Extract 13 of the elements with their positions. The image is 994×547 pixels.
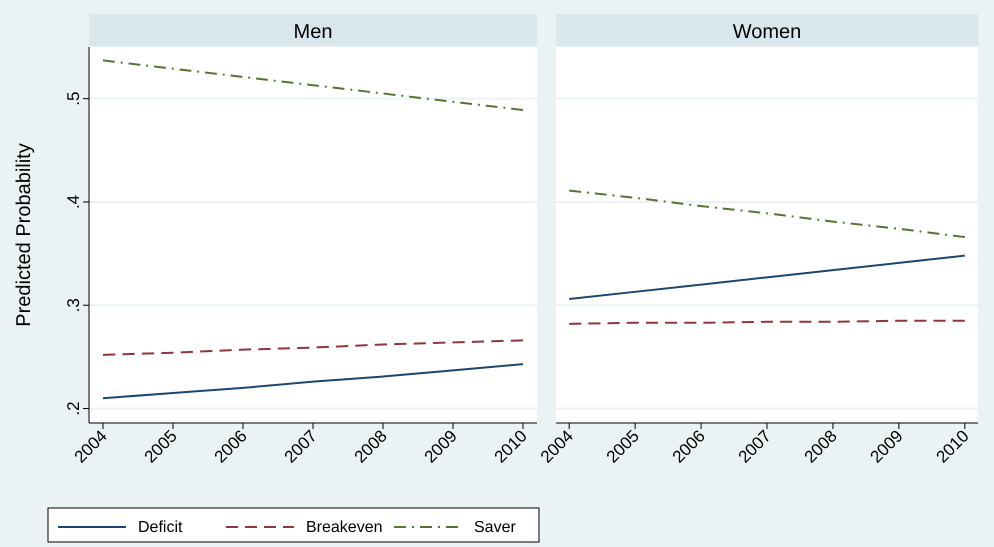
chart-title: Men — [294, 21, 332, 43]
y-tick-label: .5 — [64, 92, 83, 106]
y-tick-label: .3 — [64, 298, 83, 312]
y-tick-label: .4 — [64, 194, 83, 210]
y-axis-title: Predicted Probability — [13, 143, 35, 327]
legend-label: Deficit — [138, 519, 184, 536]
line-series — [102, 59, 524, 112]
line-series — [102, 363, 524, 400]
legend-label: Breakeven — [306, 519, 382, 536]
y-tick-label: .2 — [64, 401, 83, 416]
chart-title: Women — [732, 21, 802, 43]
line-series — [102, 339, 524, 356]
legend-label: Saver — [474, 519, 516, 536]
